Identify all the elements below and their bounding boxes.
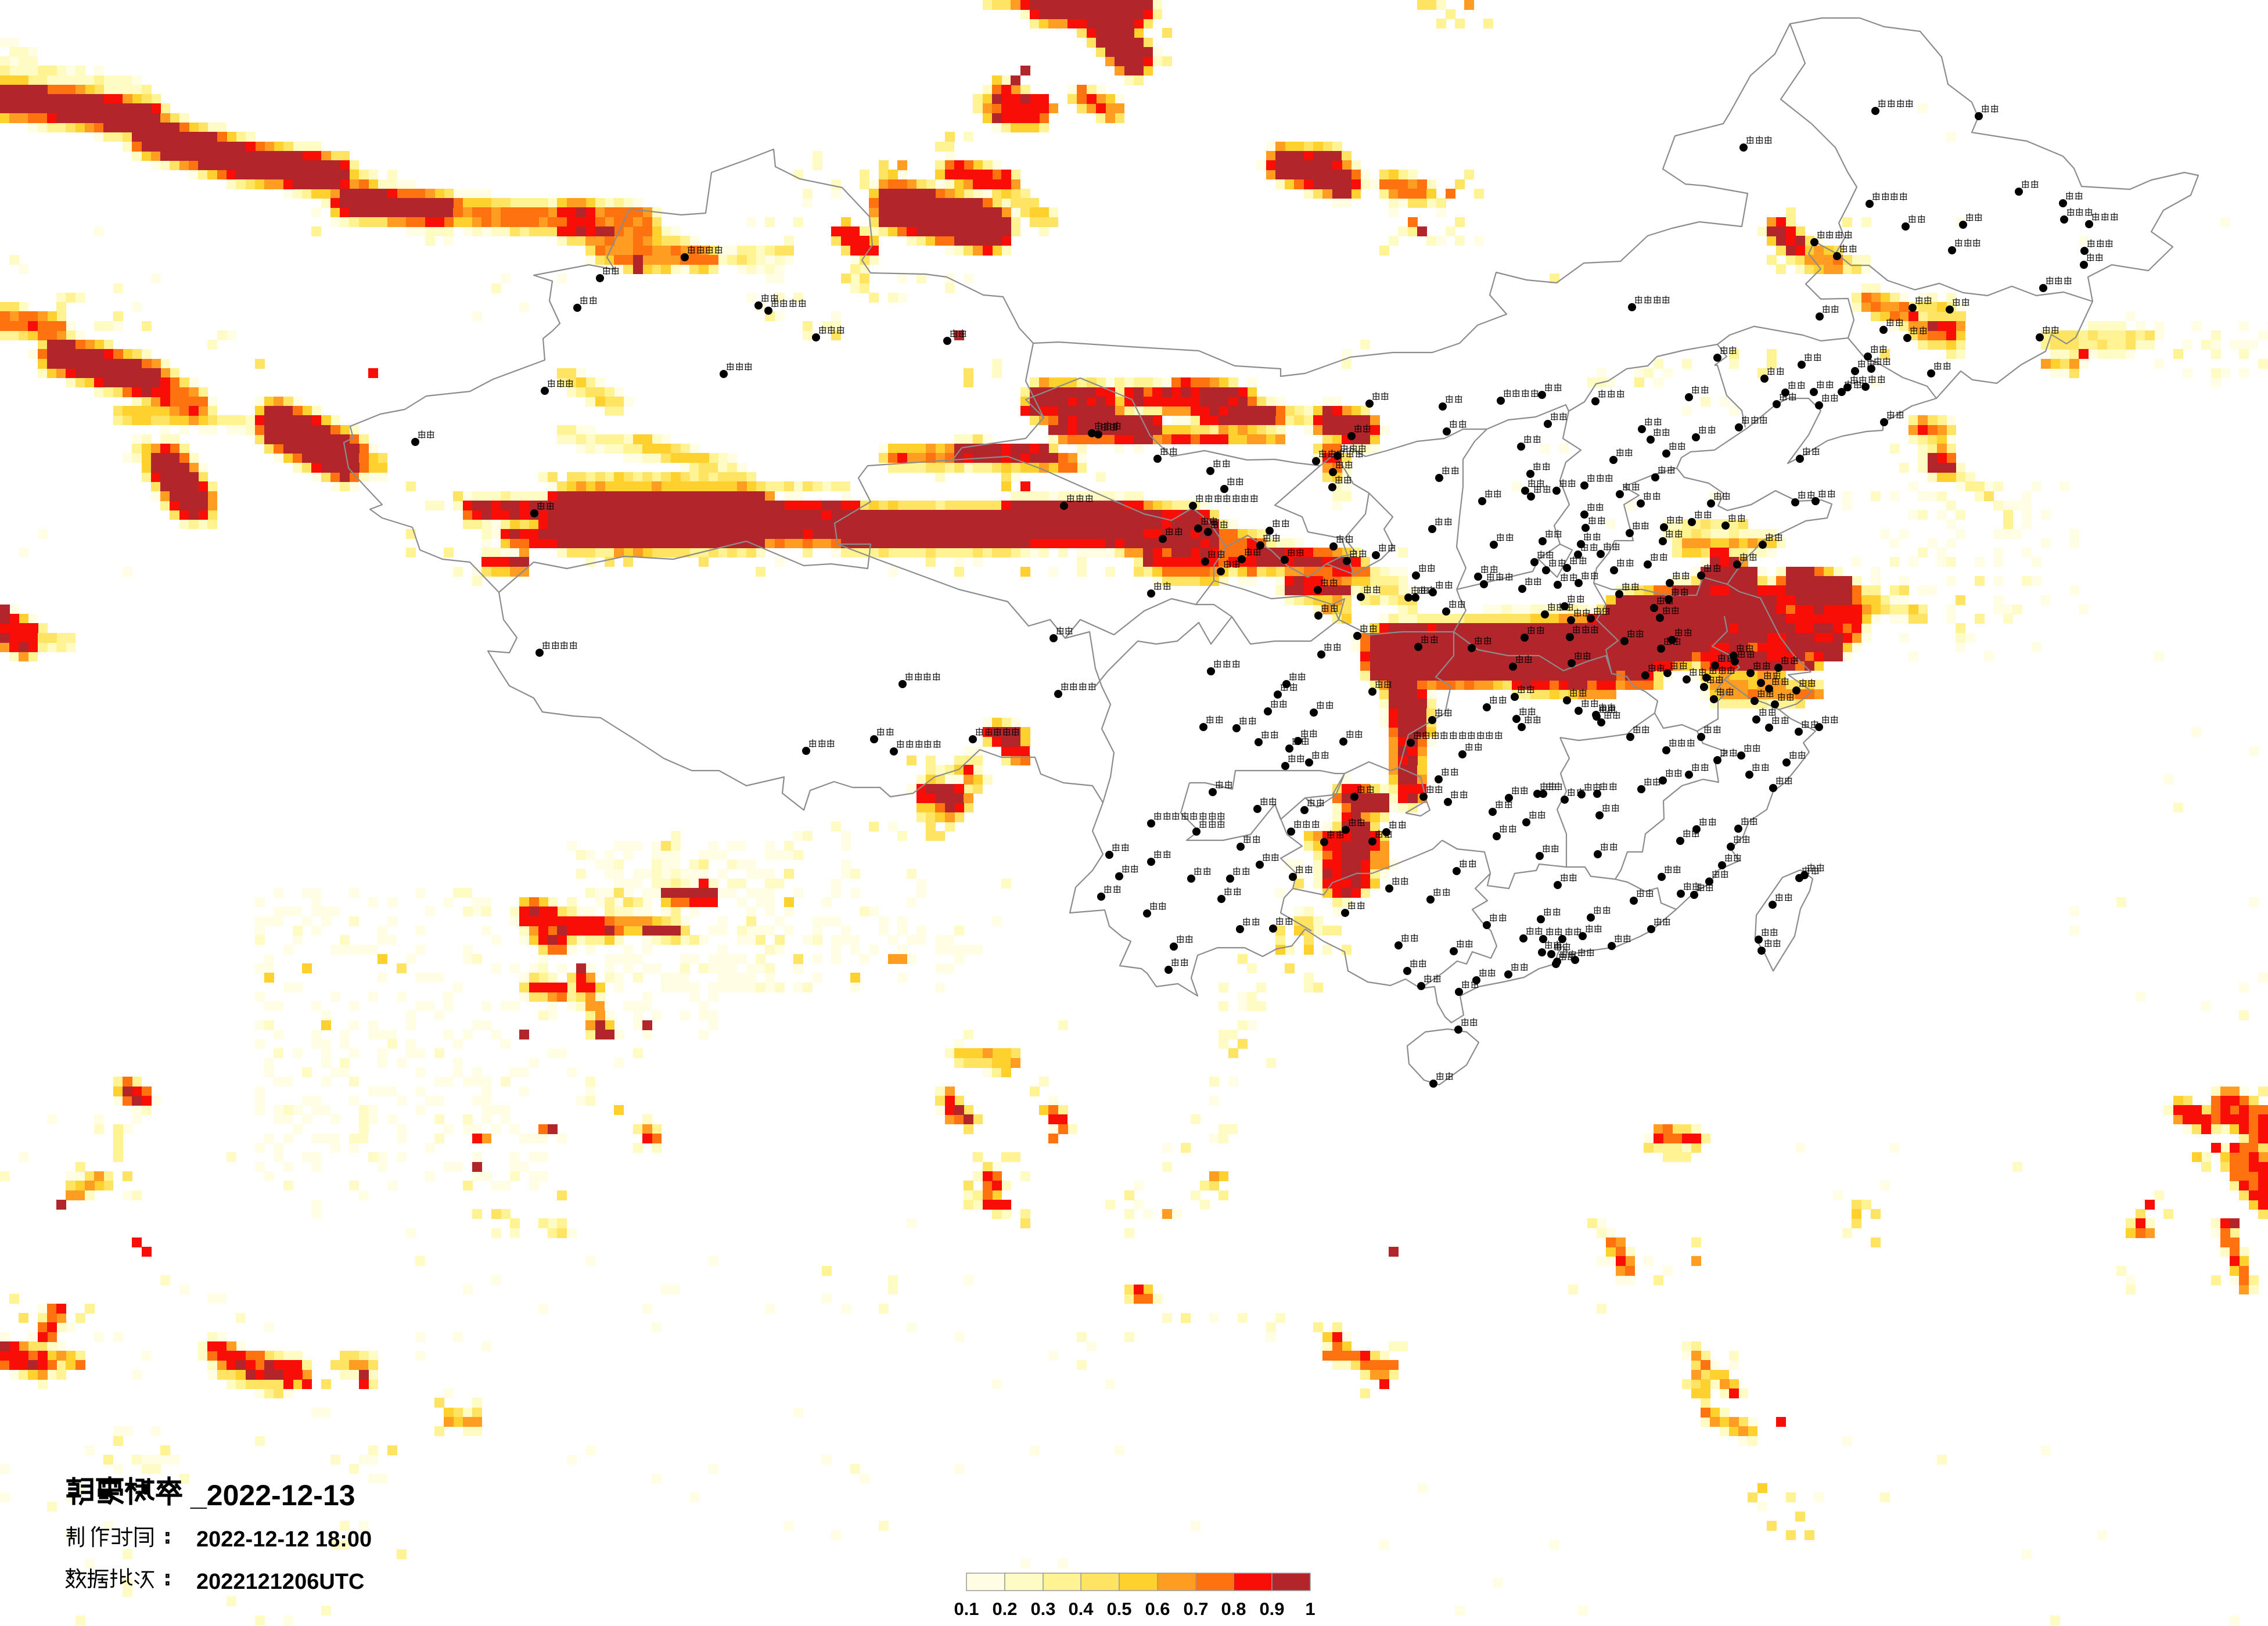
svg-text:2022121206UTC: 2022121206UTC — [196, 1570, 364, 1594]
svg-text:0.7: 0.7 — [1183, 1599, 1208, 1619]
svg-text:_2022-12-13: _2022-12-13 — [190, 1479, 355, 1512]
svg-text:0.2: 0.2 — [992, 1599, 1017, 1619]
svg-text:0.6: 0.6 — [1145, 1599, 1170, 1619]
svg-text:0.9: 0.9 — [1259, 1599, 1284, 1619]
svg-text:0.5: 0.5 — [1106, 1599, 1131, 1619]
svg-text:0.3: 0.3 — [1030, 1599, 1055, 1619]
svg-text:2022-12-12 18:00: 2022-12-12 18:00 — [196, 1527, 372, 1552]
svg-text:1: 1 — [1305, 1599, 1315, 1619]
svg-text:0.1: 0.1 — [954, 1599, 979, 1619]
svg-text:0.8: 0.8 — [1221, 1599, 1246, 1619]
svg-text:0.4: 0.4 — [1068, 1599, 1094, 1619]
